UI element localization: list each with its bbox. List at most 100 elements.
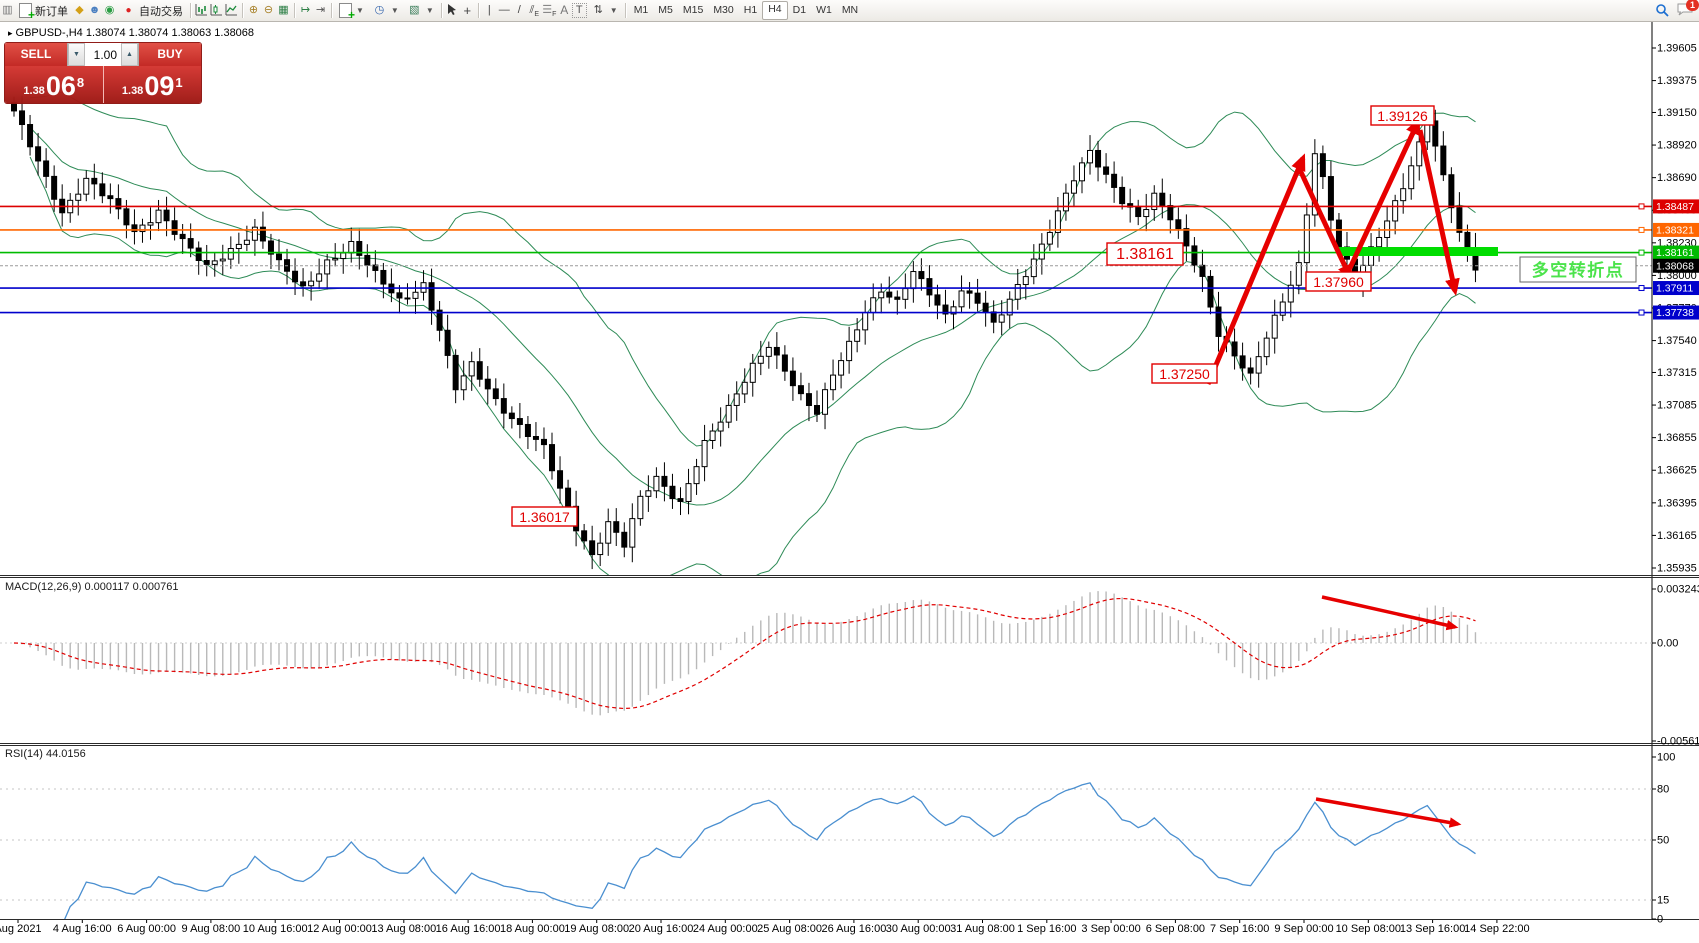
candle (749, 362, 756, 383)
price-annotation-box[interactable] (1370, 105, 1435, 126)
candle (1432, 120, 1439, 147)
buy-price-big: 09 (144, 71, 175, 101)
sell-price-big: 06 (45, 71, 76, 101)
candle (1207, 275, 1214, 308)
candle (958, 290, 965, 308)
candle (292, 270, 299, 283)
candle (380, 269, 387, 285)
candle (1006, 298, 1013, 316)
timeframe-mn[interactable]: MN (841, 4, 859, 16)
macd-trend-arrow[interactable] (1321, 595, 1459, 631)
trend-arrow[interactable] (1347, 117, 1421, 270)
new-chart-dropdown[interactable]: ▼ (335, 1, 368, 22)
candle (1239, 355, 1246, 369)
price-annotation-box[interactable] (1305, 271, 1372, 292)
price-annotation-text: 1.39126 (1377, 108, 1428, 124)
price-annotation-box[interactable] (511, 506, 578, 527)
line-handle[interactable] (1638, 285, 1645, 292)
search-icon[interactable] (1654, 3, 1669, 18)
candle (492, 388, 499, 400)
rsi-pane (0, 782, 1652, 925)
price-annotation-box[interactable] (1151, 363, 1218, 384)
price-annotation-box[interactable] (1106, 242, 1184, 266)
line-handle[interactable] (1638, 309, 1645, 316)
fibonacci-tool-icon[interactable]: ☰F (542, 4, 557, 19)
volume-decrease-button[interactable]: ▼ (68, 43, 85, 66)
zoom-out-icon[interactable]: ⊖ (263, 4, 274, 16)
market-watch-icon[interactable]: ◆ (75, 4, 84, 16)
zoom-in-icon[interactable]: ⊕ (248, 4, 259, 16)
macd-tick-label: 0.00 (1657, 638, 1678, 650)
text-tool-icon[interactable]: A (560, 3, 569, 17)
candle (1400, 188, 1407, 202)
cursor-tool-icon[interactable] (445, 3, 460, 18)
trend-arrow[interactable] (1205, 153, 1306, 385)
candle (629, 518, 636, 548)
line-handle[interactable] (1638, 226, 1645, 233)
trendline-tool-icon[interactable]: / (517, 4, 521, 16)
volume-input[interactable] (85, 43, 121, 66)
arrows-tool-dropdown[interactable]: ⇅ ▼ (587, 1, 622, 20)
chart-window-icon[interactable]: ▥ (2, 4, 13, 16)
template-icon: ▧ (409, 4, 420, 16)
crosshair-tool-icon[interactable]: + (463, 3, 472, 18)
buy-price[interactable]: 1.38 09 1 (104, 66, 202, 103)
support-zone-bar[interactable] (1338, 247, 1498, 256)
tile-windows-icon[interactable]: ▦ (278, 4, 289, 16)
horizontal-line-tool-icon[interactable]: — (498, 4, 510, 16)
line-chart-icon[interactable] (224, 3, 239, 18)
price-tick-label: 1.38690 (1657, 172, 1697, 184)
trend-arrow[interactable] (1297, 168, 1353, 282)
notifications-button[interactable]: 1 (1677, 0, 1699, 19)
new-order-button[interactable]: 新订单 (15, 1, 72, 22)
signals-icon[interactable]: ◉ (104, 4, 115, 16)
chart-shift-icon[interactable]: ⇥ (315, 4, 326, 16)
profile-icon[interactable]: ☻ (88, 4, 101, 16)
toolbar-separator (190, 3, 191, 18)
time-axis-label: Aug 2021 (0, 923, 42, 935)
timeframe-w1[interactable]: W1 (816, 4, 832, 16)
candle (340, 252, 347, 260)
period-dropdown[interactable]: ◷ ▼ (368, 1, 403, 20)
channel-tool-icon[interactable]: ⫽E (529, 4, 540, 19)
sell-button[interactable]: SELL (5, 43, 67, 66)
rsi-trend-arrow[interactable] (1315, 797, 1462, 828)
signal-text-box[interactable] (1519, 256, 1637, 283)
trend-arrow[interactable] (1417, 129, 1460, 296)
candle (974, 292, 981, 304)
vertical-line-tool-icon[interactable]: | (487, 4, 491, 16)
candle (838, 360, 845, 376)
auto-scroll-icon[interactable]: ↦ (300, 4, 311, 16)
candlestick-chart-icon[interactable] (209, 3, 224, 18)
candle (1215, 306, 1222, 337)
auto-trading-button[interactable]: ● 自动交易 (117, 1, 187, 20)
timeframe-m5[interactable]: M5 (658, 4, 673, 16)
bar-chart-icon[interactable] (194, 3, 209, 18)
timeframe-m1[interactable]: M1 (633, 4, 649, 16)
price-badge-text: 1.37911 (1656, 283, 1693, 295)
candle (765, 346, 772, 357)
line-handle[interactable] (1638, 249, 1645, 256)
volume-increase-button[interactable]: ▲ (121, 43, 138, 66)
bollinger-middle-band[interactable] (29, 127, 1476, 506)
timeframe-d1[interactable]: D1 (792, 4, 807, 16)
sell-price[interactable]: 1.38 06 8 (5, 66, 104, 103)
sell-price-main: 1.38 (23, 85, 45, 97)
candle (35, 146, 42, 162)
line-handle[interactable] (1638, 203, 1645, 210)
timeframe-m15[interactable]: M15 (682, 4, 704, 16)
candle (436, 309, 443, 331)
candle (1255, 356, 1262, 374)
candle (444, 329, 451, 356)
timeframe-h1[interactable]: H1 (743, 4, 758, 16)
chevron-down-icon: ▼ (609, 6, 618, 15)
timeframe-h4[interactable]: H4 (762, 1, 788, 20)
rsi-line[interactable] (54, 782, 1476, 925)
template-dropdown[interactable]: ▧ ▼ (403, 1, 438, 20)
timeframe-m30[interactable]: M30 (713, 4, 734, 16)
candle (460, 375, 467, 391)
macd-signal-line[interactable] (13, 597, 1476, 710)
buy-button[interactable]: BUY (139, 43, 201, 66)
text-label-tool-icon[interactable]: T (571, 3, 587, 18)
